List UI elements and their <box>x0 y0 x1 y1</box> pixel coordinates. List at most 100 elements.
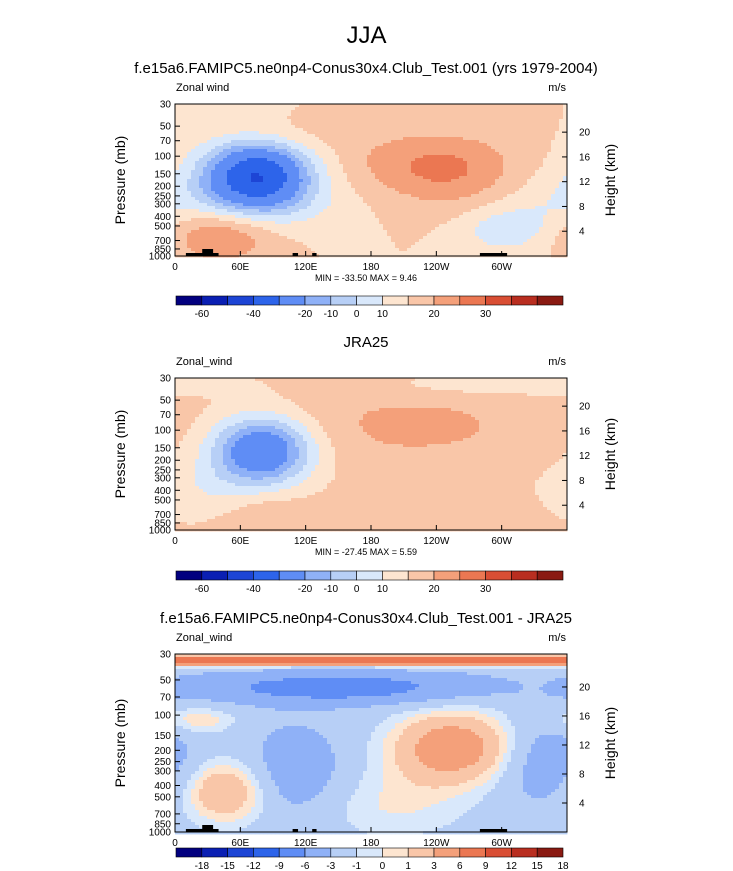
contour-cell <box>499 239 504 243</box>
contour-cell <box>359 119 364 123</box>
contour-cell <box>187 122 192 126</box>
contour-cell <box>307 164 312 168</box>
contour-cell <box>527 113 532 117</box>
contour-cell <box>491 182 496 186</box>
contour-cell <box>515 113 520 117</box>
contour-cell <box>335 131 340 135</box>
contour-cell <box>343 251 348 255</box>
contour-cell <box>315 137 320 141</box>
contour-cell <box>275 185 280 189</box>
contour-cell <box>227 218 232 222</box>
contour-cell <box>211 110 216 114</box>
contour-cell <box>247 149 252 153</box>
contour-cell <box>499 119 504 123</box>
contour-cell <box>323 143 328 147</box>
contour-cell <box>475 203 480 207</box>
contour-cell <box>451 221 456 225</box>
contour-cell <box>547 104 552 108</box>
contour-cell <box>419 125 424 129</box>
contour-cell <box>223 206 228 210</box>
contour-cell <box>503 137 508 141</box>
contour-cell <box>539 242 544 246</box>
contour-cell <box>487 212 492 216</box>
contour-cell <box>459 128 464 132</box>
contour-cell <box>199 197 204 201</box>
contour-cell <box>395 116 400 120</box>
contour-cell <box>247 113 252 117</box>
contour-cell <box>263 134 268 138</box>
contour-cell <box>535 158 540 162</box>
contour-cell <box>479 215 484 219</box>
contour-cell <box>367 161 372 165</box>
contour-cell <box>475 116 480 120</box>
contour-cell <box>267 167 272 171</box>
contour-cell <box>359 221 364 225</box>
contour-cell <box>451 158 456 162</box>
contour-cell <box>287 104 292 108</box>
contour-cell <box>515 215 520 219</box>
contour-cell <box>399 239 404 243</box>
contour-cell <box>439 200 444 204</box>
contour-cell <box>555 251 560 255</box>
contour-cell <box>219 194 224 198</box>
contour-cell <box>239 248 244 252</box>
contour-cell <box>515 122 520 126</box>
contour-cell <box>339 221 344 225</box>
contour-cell <box>279 125 284 129</box>
contour-cell <box>423 212 428 216</box>
contour-cell <box>371 146 376 150</box>
contour-cell <box>531 212 536 216</box>
contour-cell <box>275 245 280 249</box>
contour-cell <box>339 113 344 117</box>
contour-cell <box>535 179 540 183</box>
contour-cell <box>439 236 444 240</box>
contour-cell <box>335 206 340 210</box>
contour-cell <box>215 206 220 210</box>
contour-cell <box>487 137 492 141</box>
contour-cell <box>319 236 324 240</box>
contour-cell <box>231 182 236 186</box>
contour-cell <box>487 143 492 147</box>
contour-cell <box>287 158 292 162</box>
contour-cell <box>539 167 544 171</box>
contour-cell <box>311 155 316 159</box>
contour-cell <box>207 137 212 141</box>
contour-cell <box>319 107 324 111</box>
contour-cell <box>395 236 400 240</box>
contour-cell <box>399 155 404 159</box>
contour-cell <box>271 152 276 156</box>
contour-cell <box>423 191 428 195</box>
contour-cell <box>339 194 344 198</box>
contour-cell <box>499 245 504 249</box>
contour-cell <box>175 233 180 237</box>
contour-cell <box>471 164 476 168</box>
contour-cell <box>175 122 180 126</box>
contour-cell <box>303 161 308 165</box>
contour-cell <box>251 248 256 252</box>
contour-cell <box>511 158 516 162</box>
contour-cell <box>551 179 556 183</box>
contour-cell <box>223 128 228 132</box>
contour-cell <box>411 122 416 126</box>
contour-cell <box>351 116 356 120</box>
contour-cell <box>551 140 556 144</box>
contour-cell <box>223 248 228 252</box>
contour-cell <box>303 107 308 111</box>
contour-cell <box>187 215 192 219</box>
contour-cell <box>523 146 528 150</box>
contour-cell <box>375 224 380 228</box>
contour-cell <box>251 188 256 192</box>
contour-cell <box>215 185 220 189</box>
contour-cell <box>499 143 504 147</box>
contour-cell <box>339 143 344 147</box>
contour-cell <box>443 251 448 255</box>
contour-cell <box>339 224 344 228</box>
contour-cell <box>339 230 344 234</box>
contour-cell <box>223 149 228 153</box>
contour-cell <box>491 200 496 204</box>
contour-cell <box>283 131 288 135</box>
contour-cell <box>327 245 332 249</box>
contour-cell <box>391 251 396 255</box>
contour-cell <box>231 104 236 108</box>
contour-cell <box>563 242 568 246</box>
